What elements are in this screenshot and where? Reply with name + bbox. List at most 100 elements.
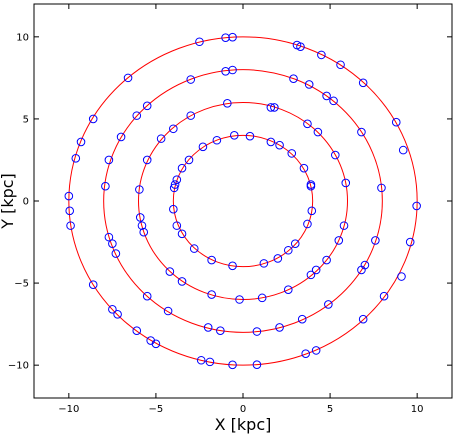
data-point xyxy=(198,142,208,152)
data-point xyxy=(283,285,293,294)
data-point xyxy=(195,37,204,47)
data-point xyxy=(306,180,316,189)
data-point xyxy=(257,293,267,303)
data-point xyxy=(88,280,98,290)
data-point xyxy=(76,137,86,147)
data-point xyxy=(287,149,297,158)
data-point xyxy=(156,134,166,143)
data-point xyxy=(101,181,110,191)
data-point xyxy=(177,277,187,286)
data-point xyxy=(111,249,121,258)
data-point xyxy=(142,101,152,111)
data-point xyxy=(275,323,284,332)
x-tick-label: 0 xyxy=(240,404,246,415)
data-point xyxy=(339,221,349,230)
data-point xyxy=(108,239,117,248)
data-point xyxy=(331,150,340,160)
data-point xyxy=(306,270,316,280)
data-point xyxy=(223,99,232,108)
data-point xyxy=(113,309,122,319)
data-point xyxy=(172,221,182,230)
data-point xyxy=(313,127,323,137)
data-point xyxy=(169,204,178,214)
data-point xyxy=(139,227,149,237)
data-point xyxy=(311,346,321,355)
data-point xyxy=(135,213,145,222)
ticks-layer: −10 −5 0 5 10 −10 −5 0 5 10 xyxy=(8,4,452,415)
ring-3 xyxy=(103,69,383,333)
data-point xyxy=(358,78,368,88)
x-tick-label: 5 xyxy=(327,404,333,415)
y-tick-label: 0 xyxy=(23,197,29,208)
data-point xyxy=(303,119,312,129)
data-point xyxy=(357,127,366,137)
data-point xyxy=(123,73,133,83)
data-point xyxy=(377,183,386,193)
data-point xyxy=(266,103,276,112)
data-point xyxy=(207,290,216,299)
y-axis-label: Y [kpc] xyxy=(0,173,17,230)
data-point xyxy=(252,327,262,336)
data-point xyxy=(184,155,194,165)
data-point xyxy=(135,185,144,194)
data-point xyxy=(303,219,312,229)
data-point xyxy=(169,124,178,134)
ring-2 xyxy=(138,102,348,300)
data-point xyxy=(172,175,182,184)
data-point xyxy=(405,237,415,247)
data-point xyxy=(322,91,331,101)
data-point xyxy=(391,117,401,127)
data-point xyxy=(292,40,302,50)
data-point xyxy=(324,300,333,309)
data-point xyxy=(336,60,345,70)
points-layer xyxy=(64,32,421,370)
data-point xyxy=(116,132,126,142)
data-point xyxy=(273,254,283,263)
data-point xyxy=(371,236,380,245)
data-point xyxy=(66,221,75,230)
x-tick-label: 10 xyxy=(411,404,424,415)
data-point xyxy=(360,260,370,270)
data-point xyxy=(177,163,187,173)
data-point xyxy=(177,229,187,239)
data-point xyxy=(142,291,152,301)
data-point xyxy=(221,33,230,42)
x-axis-label: X [kpc] xyxy=(215,415,272,434)
data-point xyxy=(137,221,147,230)
data-point xyxy=(207,255,216,265)
data-point xyxy=(228,360,237,370)
ring-1 xyxy=(172,134,314,268)
ring-4 xyxy=(68,36,418,366)
data-point xyxy=(186,75,196,84)
data-point xyxy=(301,349,311,358)
data-point xyxy=(132,326,142,335)
x-tick-label: −5 xyxy=(149,404,164,415)
data-point xyxy=(151,339,161,349)
plot-frame xyxy=(33,3,453,399)
data-point xyxy=(329,96,338,106)
data-point xyxy=(341,178,351,188)
data-point xyxy=(165,267,175,276)
data-point xyxy=(170,180,180,189)
data-point xyxy=(307,206,317,216)
data-point xyxy=(216,326,225,335)
data-point xyxy=(412,201,421,211)
data-point xyxy=(270,103,279,112)
data-point xyxy=(275,140,284,150)
data-point xyxy=(132,111,142,120)
data-point xyxy=(266,137,276,147)
data-point xyxy=(142,155,152,165)
data-point xyxy=(203,323,213,332)
data-point xyxy=(317,50,326,60)
data-point xyxy=(104,155,114,165)
data-point xyxy=(228,261,237,271)
data-point xyxy=(245,131,255,141)
data-point xyxy=(212,135,222,145)
data-point xyxy=(229,131,239,140)
data-point xyxy=(259,259,269,268)
data-point xyxy=(108,305,117,314)
data-point xyxy=(252,360,262,369)
data-point xyxy=(397,272,406,281)
data-point xyxy=(283,245,293,255)
